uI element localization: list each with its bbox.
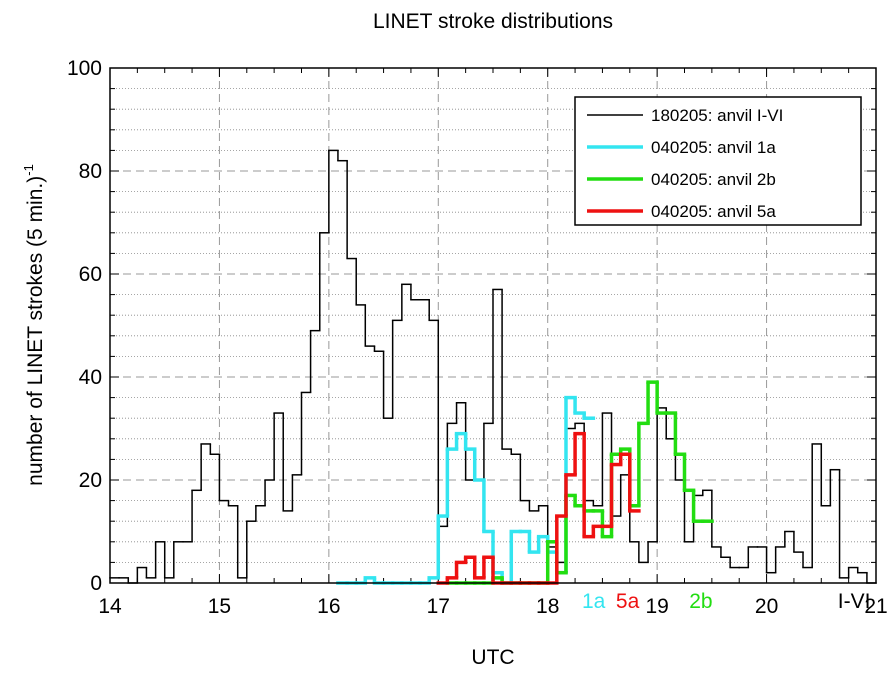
annotation: I-VI (838, 590, 871, 613)
y-label-main: number of LINET strokes (5 min.) (24, 176, 47, 486)
x-axis-label: UTC (471, 646, 514, 669)
y-axis-label: number of LINET strokes (5 min.)-1 (21, 164, 47, 486)
x-tick-label: 15 (208, 595, 231, 618)
legend-label: 040205: anvil 5a (651, 202, 776, 221)
legend-label: 040205: anvil 1a (651, 138, 776, 157)
y-tick-label: 80 (79, 160, 102, 183)
y-tick-label: 60 (79, 263, 102, 286)
x-tick-label: 19 (645, 595, 668, 618)
x-tick-label: 21 (864, 595, 887, 618)
annotation: 1a (582, 590, 606, 613)
y-tick-label: 0 (90, 572, 102, 595)
y-tick-label: 100 (67, 57, 102, 80)
annotation: 5a (616, 590, 640, 613)
legend-label: 040205: anvil 2b (651, 170, 776, 189)
x-tick-label: 17 (427, 595, 450, 618)
y-tick-label: 40 (79, 366, 102, 389)
step-riser (445, 433, 632, 583)
annotation: 2b (689, 590, 712, 613)
plot-frame (109, 67, 877, 584)
y-label-sup: -1 (21, 164, 36, 176)
x-tick-label: 14 (98, 595, 122, 618)
legend-box (574, 96, 862, 226)
legend-label: 180205: anvil I-VI (651, 106, 783, 125)
y-tick-label: 20 (79, 469, 102, 492)
x-tick-label: 16 (317, 595, 340, 618)
chart-title: LINET stroke distributions (373, 10, 613, 33)
x-tick-label: 18 (536, 595, 559, 618)
x-tick-label: 20 (755, 595, 778, 618)
